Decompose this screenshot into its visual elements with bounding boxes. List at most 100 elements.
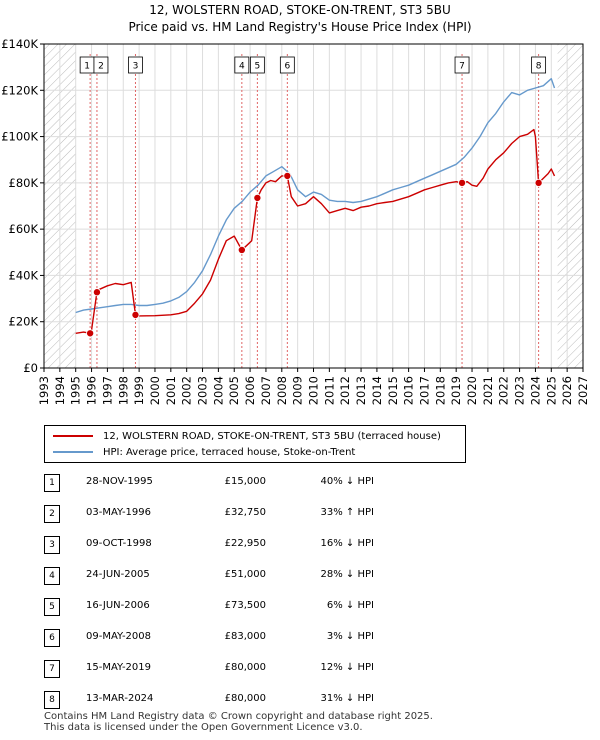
table-row: 5 16-JUN-2006 £73,500 6% ↓ HPI <box>44 598 404 618</box>
transaction-marker <box>86 329 95 338</box>
table-row: 7 15-MAY-2019 £80,000 12% ↓ HPI <box>44 660 404 680</box>
y-tick-label: £40K <box>9 268 39 282</box>
footer-licence: This data is licensed under the Open Gov… <box>44 722 363 733</box>
x-tick-label: 2012 <box>338 376 352 405</box>
legend-item-hpi: HPI: Average price, terraced house, Stok… <box>53 444 355 460</box>
table-row: 1 28-NOV-1995 £15,000 40% ↓ HPI <box>44 474 404 494</box>
transaction-hpi: 12% ↓ HPI <box>320 662 374 673</box>
footer-copyright: Contains HM Land Registry data © Crown c… <box>44 711 433 722</box>
x-tick-label: 2002 <box>180 376 194 405</box>
transaction-price: £22,950 <box>224 538 266 549</box>
transaction-hpi: 33% ↑ HPI <box>320 507 374 518</box>
transaction-label-box <box>279 56 295 74</box>
transaction-hpi: 6% ↓ HPI <box>326 600 374 611</box>
transaction-label-box <box>249 56 265 74</box>
x-tick-label: 2019 <box>449 376 463 405</box>
transaction-label: 7 <box>459 62 465 72</box>
transaction-price: £80,000 <box>224 662 266 673</box>
transaction-label-box <box>454 56 470 74</box>
x-tick-label: 2011 <box>322 376 336 405</box>
x-tick-label: 2007 <box>259 376 273 405</box>
hatched-region <box>557 44 583 368</box>
x-tick-label: 2017 <box>417 376 431 405</box>
transaction-date: 24-JUN-2005 <box>86 569 150 580</box>
transaction-label-box <box>128 56 143 74</box>
x-tick-label: 1995 <box>69 376 83 405</box>
x-tick-label: 1994 <box>53 376 67 405</box>
y-tick-label: £120K <box>1 83 38 97</box>
transaction-label: 6 <box>284 62 290 72</box>
x-tick-label: 2004 <box>211 376 225 405</box>
transaction-number: 8 <box>44 691 60 709</box>
hpi-line <box>75 77 556 314</box>
transaction-date: 03-MAY-1996 <box>86 507 152 518</box>
x-tick-label: 2008 <box>275 376 289 405</box>
transaction-number: 5 <box>44 598 60 616</box>
chart-title: 12, WOLSTERN ROAD, STOKE-ON-TRENT, ST3 5… <box>149 3 451 17</box>
transaction-number: 1 <box>44 474 60 492</box>
transaction-price: £32,750 <box>224 507 266 518</box>
y-tick-label: £20K <box>9 315 39 329</box>
transaction-date: 16-JUN-2006 <box>86 600 150 611</box>
x-tick-label: 2009 <box>291 376 305 405</box>
x-tick-label: 2000 <box>148 376 162 405</box>
legend-swatch-hpi <box>53 451 93 453</box>
x-tick-label: 2015 <box>386 376 400 405</box>
transaction-marker <box>458 178 467 187</box>
x-tick-label: 2005 <box>227 376 241 405</box>
legend-label-property: 12, WOLSTERN ROAD, STOKE-ON-TRENT, ST3 5… <box>103 430 441 442</box>
legend-swatch-property <box>53 435 93 437</box>
x-tick-label: 2001 <box>164 376 178 405</box>
legend-label-hpi: HPI: Average price, terraced house, Stok… <box>103 446 356 458</box>
y-tick-label: £140K <box>1 37 38 51</box>
transaction-number: 2 <box>44 505 60 523</box>
transaction-marker <box>283 171 292 180</box>
x-tick-label: 2018 <box>433 376 447 405</box>
x-tick-label: 2020 <box>465 376 479 405</box>
x-tick-label: 1999 <box>132 376 146 405</box>
x-tick-label: 2003 <box>196 376 210 405</box>
transaction-label-box <box>234 56 250 74</box>
legend-item-property: 12, WOLSTERN ROAD, STOKE-ON-TRENT, ST3 5… <box>53 428 441 444</box>
transaction-hpi: 40% ↓ HPI <box>320 476 374 487</box>
transaction-label-box <box>93 56 109 74</box>
transaction-label: 4 <box>239 62 245 72</box>
transaction-marker <box>253 193 262 202</box>
transaction-date: 15-MAY-2019 <box>86 662 152 673</box>
x-tick-label: 2026 <box>560 376 574 405</box>
x-tick-label: 2006 <box>243 376 257 405</box>
transaction-date: 28-NOV-1995 <box>86 476 153 487</box>
price-chart: 1 2 3 4 5 6 7 8 £0 £20K £40K £60K £80K £100K £120K £140… <box>1 37 590 405</box>
transaction-label: 2 <box>98 62 104 72</box>
transaction-marker <box>237 245 246 254</box>
y-tick-label: £100K <box>1 130 38 144</box>
x-tick-label: 1998 <box>116 376 130 405</box>
transaction-hpi: 16% ↓ HPI <box>320 538 374 549</box>
x-tick-label: 2022 <box>497 376 511 405</box>
table-row: 8 13-MAR-2024 £80,000 31% ↓ HPI <box>44 691 404 711</box>
x-tick-label: 2010 <box>307 376 321 405</box>
x-tick-label: 1997 <box>100 376 114 405</box>
transaction-label: 5 <box>255 62 261 72</box>
transaction-price: £51,000 <box>224 569 266 580</box>
table-row: 3 09-OCT-1998 £22,950 16% ↓ HPI <box>44 536 404 556</box>
transaction-date: 09-OCT-1998 <box>86 538 152 549</box>
x-tick-label: 2014 <box>370 376 384 405</box>
transaction-marker <box>92 288 101 297</box>
y-tick-label: £0 <box>23 361 38 375</box>
transaction-price: £83,000 <box>224 631 266 642</box>
property-price-line <box>75 128 556 334</box>
transaction-price: £73,500 <box>224 600 266 611</box>
transaction-number: 3 <box>44 536 60 554</box>
table-row: 2 03-MAY-1996 £32,750 33% ↑ HPI <box>44 505 404 525</box>
table-row: 4 24-JUN-2005 £51,000 28% ↓ HPI <box>44 567 404 587</box>
table-row: 6 09-MAY-2008 £83,000 3% ↓ HPI <box>44 629 404 649</box>
transaction-number: 7 <box>44 660 60 678</box>
transaction-label: 1 <box>84 62 90 72</box>
transaction-price: £15,000 <box>224 476 266 487</box>
transaction-marker <box>131 310 140 319</box>
transaction-label: 8 <box>536 62 542 72</box>
transaction-date: 13-MAR-2024 <box>86 693 154 704</box>
y-tick-label: £80K <box>9 176 39 190</box>
x-tick-label: 1993 <box>37 376 51 405</box>
